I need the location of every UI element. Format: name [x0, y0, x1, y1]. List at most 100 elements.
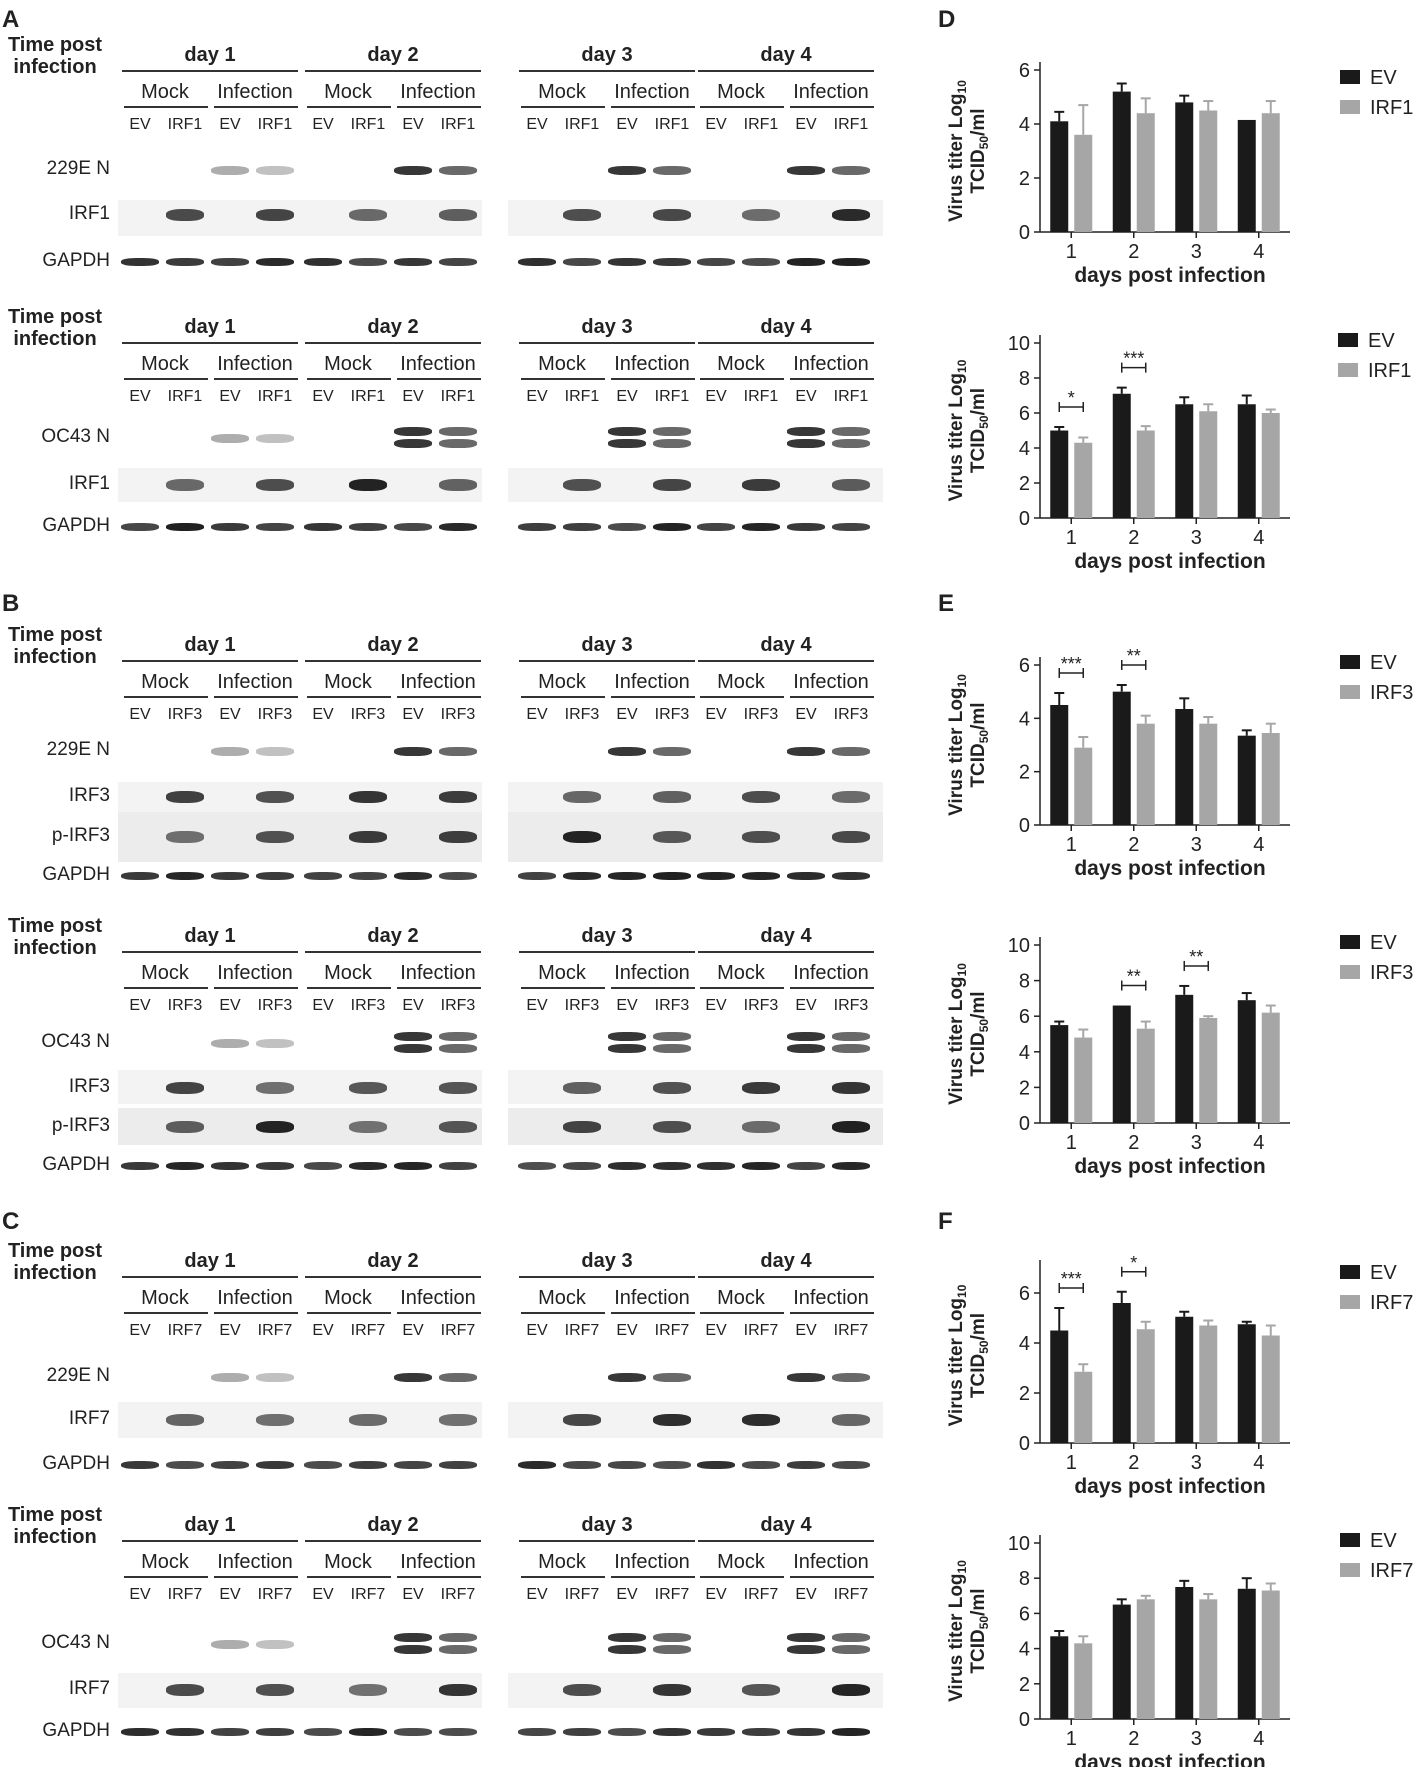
blot-band: [166, 872, 204, 880]
blot-band: [304, 1461, 342, 1469]
blot-band: [742, 791, 780, 803]
y-axis-units-text: TCID: [968, 429, 989, 473]
blot-band: [394, 872, 432, 880]
day-underline: [122, 1276, 298, 1278]
significance-stars: ***: [1061, 1269, 1082, 1289]
condition-underline: [124, 696, 208, 698]
blot-band: [608, 1043, 646, 1053]
day-label: day 2: [367, 634, 419, 656]
blot-band: [608, 426, 646, 436]
infection-text: infection: [13, 328, 97, 350]
lane-label-construct: IRF7: [167, 1586, 203, 1603]
condition-underline: [214, 378, 298, 380]
x-tick-label: 4: [1253, 527, 1264, 549]
bar-ev: [1175, 404, 1194, 518]
legend-swatch: [1340, 70, 1360, 84]
lane-label-ev: EV: [402, 997, 424, 1014]
blot-row-label: IRF3: [68, 785, 110, 806]
day-underline: [519, 342, 695, 344]
day-label: day 2: [367, 316, 419, 338]
blot-band: [256, 872, 294, 880]
day-underline: [122, 1540, 298, 1542]
blot-band: [256, 746, 294, 756]
y-axis-label-text: Virus titer Log: [946, 976, 967, 1104]
blot-row-label: GAPDH: [42, 1154, 110, 1175]
blot-band: [121, 1162, 159, 1170]
legend-label: IRF7: [1370, 1292, 1413, 1314]
blot-band: [653, 1644, 691, 1654]
x-tick-label: 3: [1191, 1132, 1202, 1154]
bar-irf1: [1261, 413, 1280, 518]
significance-stars: **: [1189, 947, 1203, 967]
blot-band: [394, 1031, 432, 1041]
infection-label: Infection: [217, 81, 293, 103]
blot-band: [832, 1644, 870, 1654]
blot-band: [256, 1684, 294, 1696]
x-axis-label: days post infection: [1074, 1751, 1265, 1767]
day-label: day 2: [367, 925, 419, 947]
day-underline: [698, 342, 874, 344]
lane-label-ev: EV: [705, 1586, 727, 1603]
blot-band: [211, 1121, 249, 1133]
x-tick-label: 4: [1253, 1132, 1264, 1154]
y-axis-label-text: Virus titer Log: [946, 373, 967, 501]
blot-band: [439, 1632, 477, 1642]
bar-ev: [1050, 430, 1069, 518]
x-tick-label: 4: [1253, 1452, 1264, 1474]
lane-label-construct: IRF7: [743, 1322, 779, 1339]
blot-band: [439, 1728, 477, 1736]
blot-band: [211, 831, 249, 843]
blot-band: [518, 1461, 556, 1469]
bar-ev: [1050, 1330, 1069, 1443]
blot-band: [394, 258, 432, 266]
lane-label-ev: EV: [705, 116, 727, 133]
blot-band: [742, 1121, 780, 1133]
x-tick-label: 1: [1066, 1452, 1077, 1474]
lane-label-construct: IRF7: [833, 1586, 869, 1603]
blot-band: [608, 1728, 646, 1736]
blot-band: [349, 1684, 387, 1696]
x-axis-label: days post infection: [1074, 857, 1265, 880]
blot-band: [349, 1414, 387, 1426]
day-label: day 2: [367, 44, 419, 66]
blot-band: [121, 258, 159, 266]
blot-band: [653, 1684, 691, 1696]
day-underline: [519, 1540, 695, 1542]
lane-label-construct: IRF7: [257, 1586, 293, 1603]
blot-band: [697, 831, 735, 843]
blot-band: [439, 479, 477, 491]
y-axis-units-sub: 50: [977, 136, 991, 150]
condition-underline: [397, 1312, 481, 1314]
lane-label-construct: IRF1: [167, 388, 203, 405]
y-tick-label: 2: [1019, 473, 1030, 495]
lane-label-ev: EV: [219, 706, 241, 723]
blot-band: [653, 165, 691, 175]
time-post-text: Time post: [7, 915, 103, 937]
blot-band: [832, 746, 870, 756]
blot-band: [349, 1461, 387, 1469]
y-axis-units-tail: /ml: [968, 1588, 989, 1615]
y-axis-label: Virus titer Log10: [946, 80, 969, 222]
lane-label-ev: EV: [616, 1586, 638, 1603]
lane-label-ev: EV: [129, 997, 151, 1014]
blot-band: [697, 258, 735, 266]
blot-band: [608, 438, 646, 448]
blot-band: [394, 1043, 432, 1053]
blot-band: [211, 1639, 249, 1649]
significance-stars: ***: [1061, 654, 1082, 674]
bar-irf7: [1261, 1335, 1280, 1443]
blot-band: [832, 1684, 870, 1696]
blot-band: [121, 872, 159, 880]
lane-label-ev: EV: [616, 706, 638, 723]
blot-band: [742, 1162, 780, 1170]
significance-stars: **: [1127, 967, 1141, 987]
condition-underline: [214, 1576, 298, 1578]
x-tick-label: 1: [1066, 241, 1077, 263]
y-axis-label-text: Virus titer Log: [946, 1298, 967, 1426]
legend-swatch: [1340, 1265, 1360, 1279]
lane-label-ev: EV: [312, 997, 334, 1014]
legend-label: EV: [1370, 1530, 1397, 1552]
y-axis-label-units: TCID50/ml: [968, 108, 991, 193]
lane-label-ev: EV: [705, 1322, 727, 1339]
